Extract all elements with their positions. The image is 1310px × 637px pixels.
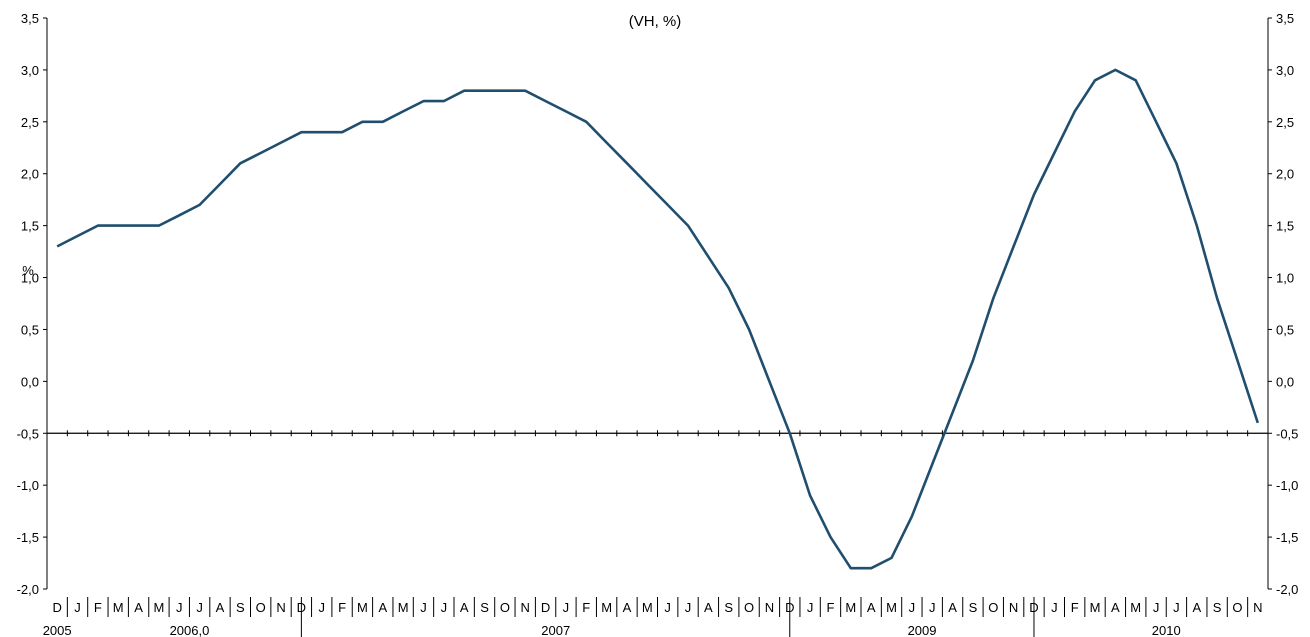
month-label: A xyxy=(216,600,225,615)
month-label: J xyxy=(909,600,916,615)
month-label: J xyxy=(74,600,81,615)
month-label: M xyxy=(1130,600,1141,615)
y-axis-label: % xyxy=(22,263,34,278)
y-tick-label-right: 0,0 xyxy=(1276,374,1294,389)
y-tick-label: 3,5 xyxy=(21,11,39,26)
month-label: O xyxy=(1232,600,1242,615)
y-tick-label-right: 2,0 xyxy=(1276,167,1294,182)
y-tick-label-right: -1,5 xyxy=(1276,530,1298,545)
month-label: A xyxy=(867,600,876,615)
month-label: J xyxy=(318,600,325,615)
month-label: J xyxy=(420,600,427,615)
month-label: J xyxy=(563,600,570,615)
month-label: O xyxy=(256,600,266,615)
y-tick-label: 1,5 xyxy=(21,219,39,234)
month-label: J xyxy=(176,600,183,615)
year-labels: 2005 2006,0 2007 2009 2010 xyxy=(43,623,1181,637)
y-tick-label-right: -1,0 xyxy=(1276,478,1298,493)
month-label: S xyxy=(1213,600,1222,615)
month-label: M xyxy=(1090,600,1101,615)
series-line xyxy=(56,68,1260,570)
month-label: J xyxy=(929,600,936,615)
year-label: 2005 xyxy=(43,623,72,637)
axes xyxy=(43,17,1272,637)
month-label: S xyxy=(236,600,245,615)
month-label: O xyxy=(500,600,510,615)
month-label: F xyxy=(94,600,102,615)
month-label: A xyxy=(623,600,632,615)
y-tick-label-right: 2,5 xyxy=(1276,115,1294,130)
year-label: 2007 xyxy=(541,623,570,637)
y-tick-label: 1,0 xyxy=(21,271,39,286)
month-label: A xyxy=(704,600,713,615)
month-label: N xyxy=(521,600,530,615)
month-label: A xyxy=(378,600,387,615)
y-tick-label-right: 1,0 xyxy=(1276,271,1294,286)
month-label: S xyxy=(480,600,489,615)
y-tick-label: 2,5 xyxy=(21,115,39,130)
month-label: J xyxy=(1173,600,1180,615)
month-label: J xyxy=(1153,600,1160,615)
month-label: F xyxy=(582,600,590,615)
y-tick-labels-left: 3,5 3,0 2,5 2,0 1,5 1,0 0,5 0,0 -0,5 -1,0 -1,5 -2,0 xyxy=(17,11,39,597)
month-label: S xyxy=(969,600,978,615)
y-tick-label: -2,0 xyxy=(17,582,39,597)
year-label: 2009 xyxy=(908,623,937,637)
month-label: F xyxy=(826,600,834,615)
y-tick-label-right: 0,5 xyxy=(1276,322,1294,337)
y-tick-label-right: 3,5 xyxy=(1276,11,1294,26)
month-label: D xyxy=(1029,600,1038,615)
y-tick-label-right: 1,5 xyxy=(1276,219,1294,234)
month-label: N xyxy=(1009,600,1018,615)
month-label: J xyxy=(685,600,692,615)
month-label: M xyxy=(845,600,856,615)
month-label: F xyxy=(338,600,346,615)
year-label: 2010 xyxy=(1152,623,1181,637)
month-label: J xyxy=(1051,600,1058,615)
y-tick-label: 0,0 xyxy=(21,374,39,389)
y-tick-label-right: 3,0 xyxy=(1276,63,1294,78)
month-label: J xyxy=(807,600,814,615)
month-label: O xyxy=(988,600,998,615)
month-label: N xyxy=(276,600,285,615)
chart-title: (VH, %) xyxy=(629,13,682,30)
month-label: M xyxy=(642,600,653,615)
y-tick-label: 3,0 xyxy=(21,63,39,78)
month-label: N xyxy=(765,600,774,615)
month-label: S xyxy=(724,600,733,615)
y-tick-label: -1,0 xyxy=(17,478,39,493)
month-label: J xyxy=(196,600,203,615)
month-label: F xyxy=(1071,600,1079,615)
y-tick-label: 0,5 xyxy=(21,322,39,337)
y-tick-label: -0,5 xyxy=(17,426,39,441)
month-label: D xyxy=(541,600,550,615)
month-label: D xyxy=(785,600,794,615)
month-label: M xyxy=(113,600,124,615)
month-label: O xyxy=(744,600,754,615)
month-label: M xyxy=(886,600,897,615)
month-label: M xyxy=(154,600,165,615)
y-tick-label: 2,0 xyxy=(21,167,39,182)
month-label: A xyxy=(948,600,957,615)
y-tick-labels-right: 3,5 3,0 2,5 2,0 1,5 1,0 0,5 0,0 -0,5 -1,0 -1,5 -2,0 xyxy=(1276,11,1298,597)
month-label: M xyxy=(398,600,409,615)
y-tick-label-right: -2,0 xyxy=(1276,582,1298,597)
month-label: J xyxy=(664,600,671,615)
month-label: A xyxy=(1111,600,1120,615)
month-label: D xyxy=(297,600,306,615)
year-label: 2006,0 xyxy=(170,623,210,637)
month-label: N xyxy=(1253,600,1262,615)
month-label: J xyxy=(441,600,448,615)
month-label: A xyxy=(134,600,143,615)
series-group xyxy=(56,68,1260,570)
y-tick-label-right: -0,5 xyxy=(1276,426,1298,441)
month-label: D xyxy=(52,600,61,615)
month-label: M xyxy=(601,600,612,615)
month-label: A xyxy=(1192,600,1201,615)
month-label: A xyxy=(460,600,469,615)
y-tick-label: -1,5 xyxy=(17,530,39,545)
month-label: M xyxy=(357,600,368,615)
